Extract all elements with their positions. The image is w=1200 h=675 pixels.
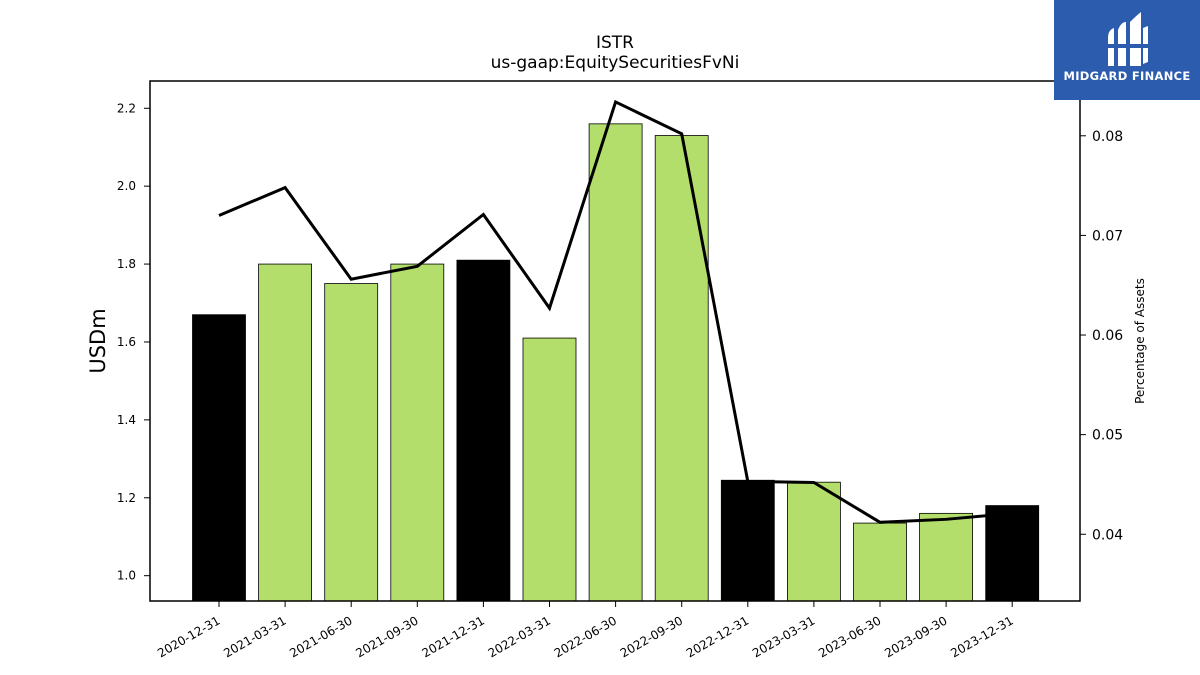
x-tick-label: 2022-03-31: [486, 613, 553, 660]
x-axis: 2020-12-312021-03-312021-06-302021-09-30…: [155, 601, 1016, 660]
x-tick-label: 2021-09-30: [353, 613, 420, 660]
y2-axis: 0.04 0.05 0.06 0.07 0.08: [1080, 129, 1123, 543]
y-tick-label: 1.4: [117, 413, 136, 427]
y2-tick-label: 0.04: [1092, 527, 1123, 543]
x-tick-label: 2022-06-30: [552, 613, 619, 660]
y-tick-label: 1.6: [117, 335, 136, 349]
y2-tick-label: 0.07: [1092, 228, 1123, 244]
plot-frame: [149, 80, 1081, 602]
y-axis: 1.0 1.2 1.4 1.6 1.8 2.0 2.2: [117, 101, 150, 583]
bar: [787, 481, 841, 602]
x-tick-label: 2022-12-31: [684, 613, 751, 660]
x-tick-label: 2023-09-30: [882, 613, 949, 660]
bar: [588, 123, 643, 602]
x-tick-label: 2022-09-30: [618, 613, 685, 660]
y-axis-label: USDm: [86, 308, 110, 373]
line-series-path: [218, 99, 1013, 524]
logo-mark-icon: [1106, 12, 1150, 66]
x-tick-label: 2021-12-31: [419, 613, 486, 660]
line-series: [218, 99, 1013, 524]
x-tick-label: 2020-12-31: [155, 613, 222, 660]
bar: [258, 263, 313, 602]
logo: MIDGARD FINANCE: [1054, 0, 1200, 100]
y-tick-label: 2.2: [117, 101, 136, 115]
bar: [654, 135, 709, 602]
bar: [522, 337, 577, 602]
y2-tick-label: 0.08: [1092, 129, 1123, 145]
x-tick-label: 2021-03-31: [221, 613, 288, 660]
x-tick-label: 2023-12-31: [948, 613, 1015, 660]
y-tick-label: 1.0: [117, 569, 136, 583]
y-tick-label: 1.8: [117, 257, 136, 271]
bar: [456, 259, 511, 602]
y-tick-label: 2.0: [117, 179, 136, 193]
x-tick-label: 2021-06-30: [287, 613, 354, 660]
x-tick-label: 2023-06-30: [816, 613, 883, 660]
bar: [192, 314, 246, 602]
y-tick-label: 1.2: [117, 491, 136, 505]
bars: [192, 123, 1040, 602]
bar: [985, 505, 1040, 602]
chart-subtitle: us-gaap:EquitySecuritiesFvNi: [491, 53, 740, 73]
y2-tick-label: 0.05: [1092, 428, 1123, 444]
y2-axis-label: Percentage of Assets: [1133, 278, 1147, 404]
logo-background: [1054, 0, 1200, 100]
bar: [919, 512, 973, 602]
bar: [853, 522, 907, 602]
logo-text: MIDGARD FINANCE: [1063, 69, 1190, 83]
bar: [720, 479, 775, 602]
bar: [324, 283, 379, 602]
x-tick-label: 2023-03-31: [750, 613, 817, 660]
chart-title: ISTR: [596, 33, 634, 53]
y2-tick-label: 0.06: [1092, 328, 1123, 344]
bar: [390, 263, 445, 602]
